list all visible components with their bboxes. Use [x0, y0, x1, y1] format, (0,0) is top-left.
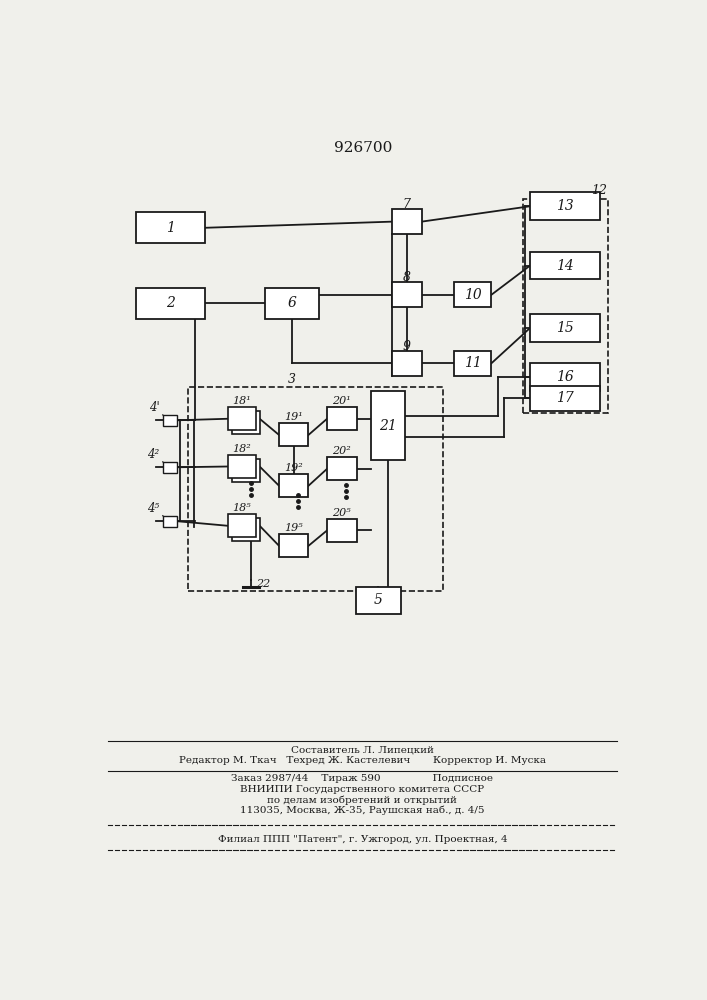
Text: Составитель Л. Липецкий: Составитель Л. Липецкий [291, 745, 434, 754]
Bar [392, 282, 421, 307]
Bar [228, 514, 256, 537]
Text: Филиал ППП "Патент", г. Ужгород, ул. Проектная, 4: Филиал ППП "Патент", г. Ужгород, ул. Про… [218, 835, 507, 844]
Bar [530, 363, 600, 391]
Text: 9: 9 [403, 340, 411, 353]
Bar [530, 252, 600, 279]
Bar [232, 459, 259, 482]
Bar [136, 288, 204, 319]
Text: 8: 8 [403, 271, 411, 284]
Text: 21: 21 [380, 419, 397, 433]
Text: 113035, Москва, Ж-35, Раушская наб., д. 4/5: 113035, Москва, Ж-35, Раушская наб., д. … [240, 806, 484, 815]
Bar [327, 407, 356, 430]
Bar [279, 423, 308, 446]
Bar [163, 462, 177, 473]
Text: 16: 16 [556, 370, 574, 384]
Text: 3: 3 [288, 373, 296, 386]
Bar [163, 415, 177, 426]
Text: 13: 13 [556, 199, 574, 213]
Text: 18⁵: 18⁵ [233, 503, 251, 513]
Bar [265, 288, 320, 319]
Bar [228, 407, 256, 430]
Text: ВНИИПИ Государственного комитета СССР: ВНИИПИ Государственного комитета СССР [240, 785, 484, 794]
Text: Заказ 2987/44    Тираж 590                Подписное: Заказ 2987/44 Тираж 590 Подписное [231, 774, 493, 783]
Bar [530, 314, 600, 342]
Bar [392, 209, 421, 234]
Bar [232, 518, 259, 541]
Bar [356, 587, 401, 614]
Bar [530, 386, 600, 411]
Bar [279, 534, 308, 557]
Text: по делам изобретений и открытий: по делам изобретений и открытий [267, 795, 457, 805]
Text: 5: 5 [374, 593, 382, 607]
Text: Редактор М. Ткач   Техред Ж. Кастелевич       Корректор И. Муска: Редактор М. Ткач Техред Ж. Кастелевич Ко… [179, 756, 546, 765]
Bar [530, 192, 600, 220]
Bar [327, 519, 356, 542]
Bar [523, 199, 609, 413]
Text: 19¹: 19¹ [284, 412, 303, 422]
Text: 4': 4' [149, 401, 160, 414]
Text: 17: 17 [556, 391, 574, 405]
Text: 15: 15 [556, 321, 574, 335]
Text: 19²: 19² [284, 463, 303, 473]
Bar [187, 387, 443, 591]
Bar [136, 212, 204, 243]
Text: 6: 6 [288, 296, 297, 310]
Bar [454, 282, 491, 307]
Bar [392, 351, 421, 376]
Text: 14: 14 [556, 259, 574, 273]
Text: 12: 12 [591, 184, 607, 197]
Bar [279, 474, 308, 497]
Bar [371, 391, 405, 460]
Text: 2: 2 [166, 296, 175, 310]
Text: 18¹: 18¹ [233, 396, 251, 406]
Text: 10: 10 [464, 288, 481, 302]
Text: 7: 7 [403, 198, 411, 211]
Text: 19⁵: 19⁵ [284, 523, 303, 533]
Bar [454, 351, 491, 376]
Text: 11: 11 [464, 356, 481, 370]
Text: 926700: 926700 [334, 141, 392, 155]
Text: 4²: 4² [148, 448, 160, 461]
Text: 20⁵: 20⁵ [332, 508, 351, 518]
Text: 18²: 18² [233, 444, 251, 454]
Text: 1: 1 [166, 221, 175, 235]
Text: 4⁵: 4⁵ [148, 502, 160, 515]
Text: 20¹: 20¹ [332, 396, 351, 406]
Bar [228, 455, 256, 478]
Text: 22: 22 [257, 579, 271, 589]
Bar [327, 457, 356, 480]
Bar [232, 411, 259, 434]
Bar [163, 516, 177, 527]
Text: 20²: 20² [332, 446, 351, 456]
